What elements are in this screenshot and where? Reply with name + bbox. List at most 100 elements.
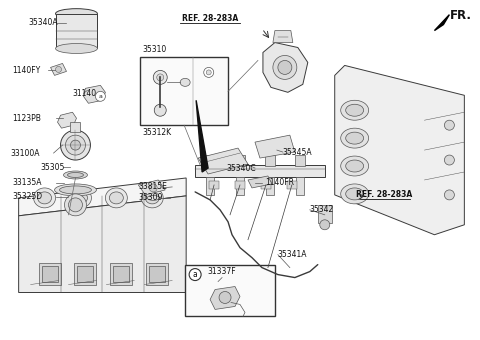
Bar: [71, 122, 81, 132]
Ellipse shape: [73, 192, 87, 204]
Bar: [235, 155, 245, 166]
Circle shape: [219, 291, 231, 304]
Bar: [38, 262, 60, 285]
Polygon shape: [50, 64, 67, 75]
Circle shape: [96, 91, 106, 101]
Circle shape: [206, 70, 211, 75]
Text: REF. 28-283A: REF. 28-283A: [182, 14, 238, 23]
Ellipse shape: [34, 188, 56, 208]
Bar: [56, 14, 97, 49]
Polygon shape: [58, 112, 76, 128]
Bar: [195, 165, 325, 177]
Bar: [185, 265, 275, 317]
Text: 35310: 35310: [142, 46, 167, 54]
Ellipse shape: [109, 192, 123, 204]
Text: FR.: FR.: [449, 9, 471, 22]
Bar: [205, 155, 215, 166]
Bar: [236, 177, 244, 195]
Text: 1140FR: 1140FR: [265, 178, 294, 187]
Text: 35342: 35342: [310, 205, 334, 214]
Text: 35305: 35305: [41, 163, 65, 171]
Ellipse shape: [60, 130, 90, 160]
Text: 31140: 31140: [72, 89, 96, 98]
Polygon shape: [273, 31, 293, 42]
Circle shape: [320, 220, 330, 230]
Text: 35341A: 35341A: [278, 250, 307, 259]
Bar: [261, 181, 271, 189]
Ellipse shape: [145, 192, 159, 204]
Bar: [296, 177, 304, 195]
Ellipse shape: [341, 128, 369, 148]
Circle shape: [153, 70, 167, 84]
Ellipse shape: [37, 192, 51, 204]
Text: 35325D: 35325D: [12, 192, 43, 201]
Polygon shape: [335, 65, 464, 235]
Polygon shape: [196, 100, 208, 172]
Ellipse shape: [60, 186, 91, 194]
Ellipse shape: [55, 184, 96, 196]
Bar: [74, 262, 96, 285]
Text: 31337F: 31337F: [207, 267, 236, 276]
Ellipse shape: [346, 160, 364, 172]
Circle shape: [204, 67, 214, 78]
Circle shape: [273, 55, 297, 79]
Ellipse shape: [346, 132, 364, 144]
Text: a: a: [98, 94, 102, 99]
Ellipse shape: [71, 140, 81, 150]
Bar: [235, 181, 245, 189]
Text: 35340A: 35340A: [29, 18, 58, 27]
Ellipse shape: [346, 188, 364, 200]
Text: 1123PB: 1123PB: [12, 114, 42, 123]
Text: 35345A: 35345A: [283, 148, 312, 157]
Bar: [287, 181, 297, 189]
Bar: [265, 155, 275, 166]
Polygon shape: [255, 135, 295, 158]
Circle shape: [189, 269, 201, 280]
Circle shape: [278, 61, 292, 74]
Text: 1140FY: 1140FY: [12, 66, 41, 75]
Text: 33815E: 33815E: [138, 183, 167, 191]
Bar: [110, 262, 132, 285]
Bar: [42, 266, 58, 282]
Bar: [318, 205, 332, 223]
Circle shape: [56, 66, 61, 72]
Circle shape: [444, 155, 455, 165]
Ellipse shape: [147, 195, 159, 200]
Circle shape: [154, 104, 166, 116]
Ellipse shape: [341, 100, 369, 120]
Text: a: a: [193, 270, 197, 279]
Ellipse shape: [65, 135, 85, 155]
Text: 33100A: 33100A: [11, 149, 40, 157]
Text: 35340C: 35340C: [226, 164, 256, 172]
Bar: [266, 177, 274, 195]
Ellipse shape: [106, 188, 127, 208]
Text: 33135A: 33135A: [12, 178, 42, 187]
Circle shape: [149, 184, 157, 192]
Polygon shape: [210, 287, 240, 309]
Bar: [113, 266, 129, 282]
Ellipse shape: [70, 188, 91, 208]
Ellipse shape: [141, 188, 163, 208]
Polygon shape: [263, 42, 308, 92]
Bar: [295, 155, 305, 166]
Bar: [77, 266, 94, 282]
Ellipse shape: [56, 8, 97, 19]
Circle shape: [444, 190, 455, 200]
Bar: [146, 262, 168, 285]
Ellipse shape: [341, 184, 369, 204]
Text: REF. 28-283A: REF. 28-283A: [357, 190, 413, 199]
Circle shape: [444, 120, 455, 130]
Polygon shape: [19, 178, 186, 216]
Bar: [140, 57, 228, 125]
Bar: [149, 266, 165, 282]
Bar: [56, 14, 97, 28]
Polygon shape: [84, 85, 106, 103]
Bar: [209, 181, 219, 189]
Ellipse shape: [341, 156, 369, 176]
Ellipse shape: [346, 104, 364, 116]
Ellipse shape: [180, 79, 190, 86]
Polygon shape: [138, 180, 165, 195]
Ellipse shape: [64, 194, 86, 216]
Text: 35312K: 35312K: [142, 128, 171, 137]
Ellipse shape: [68, 172, 84, 177]
